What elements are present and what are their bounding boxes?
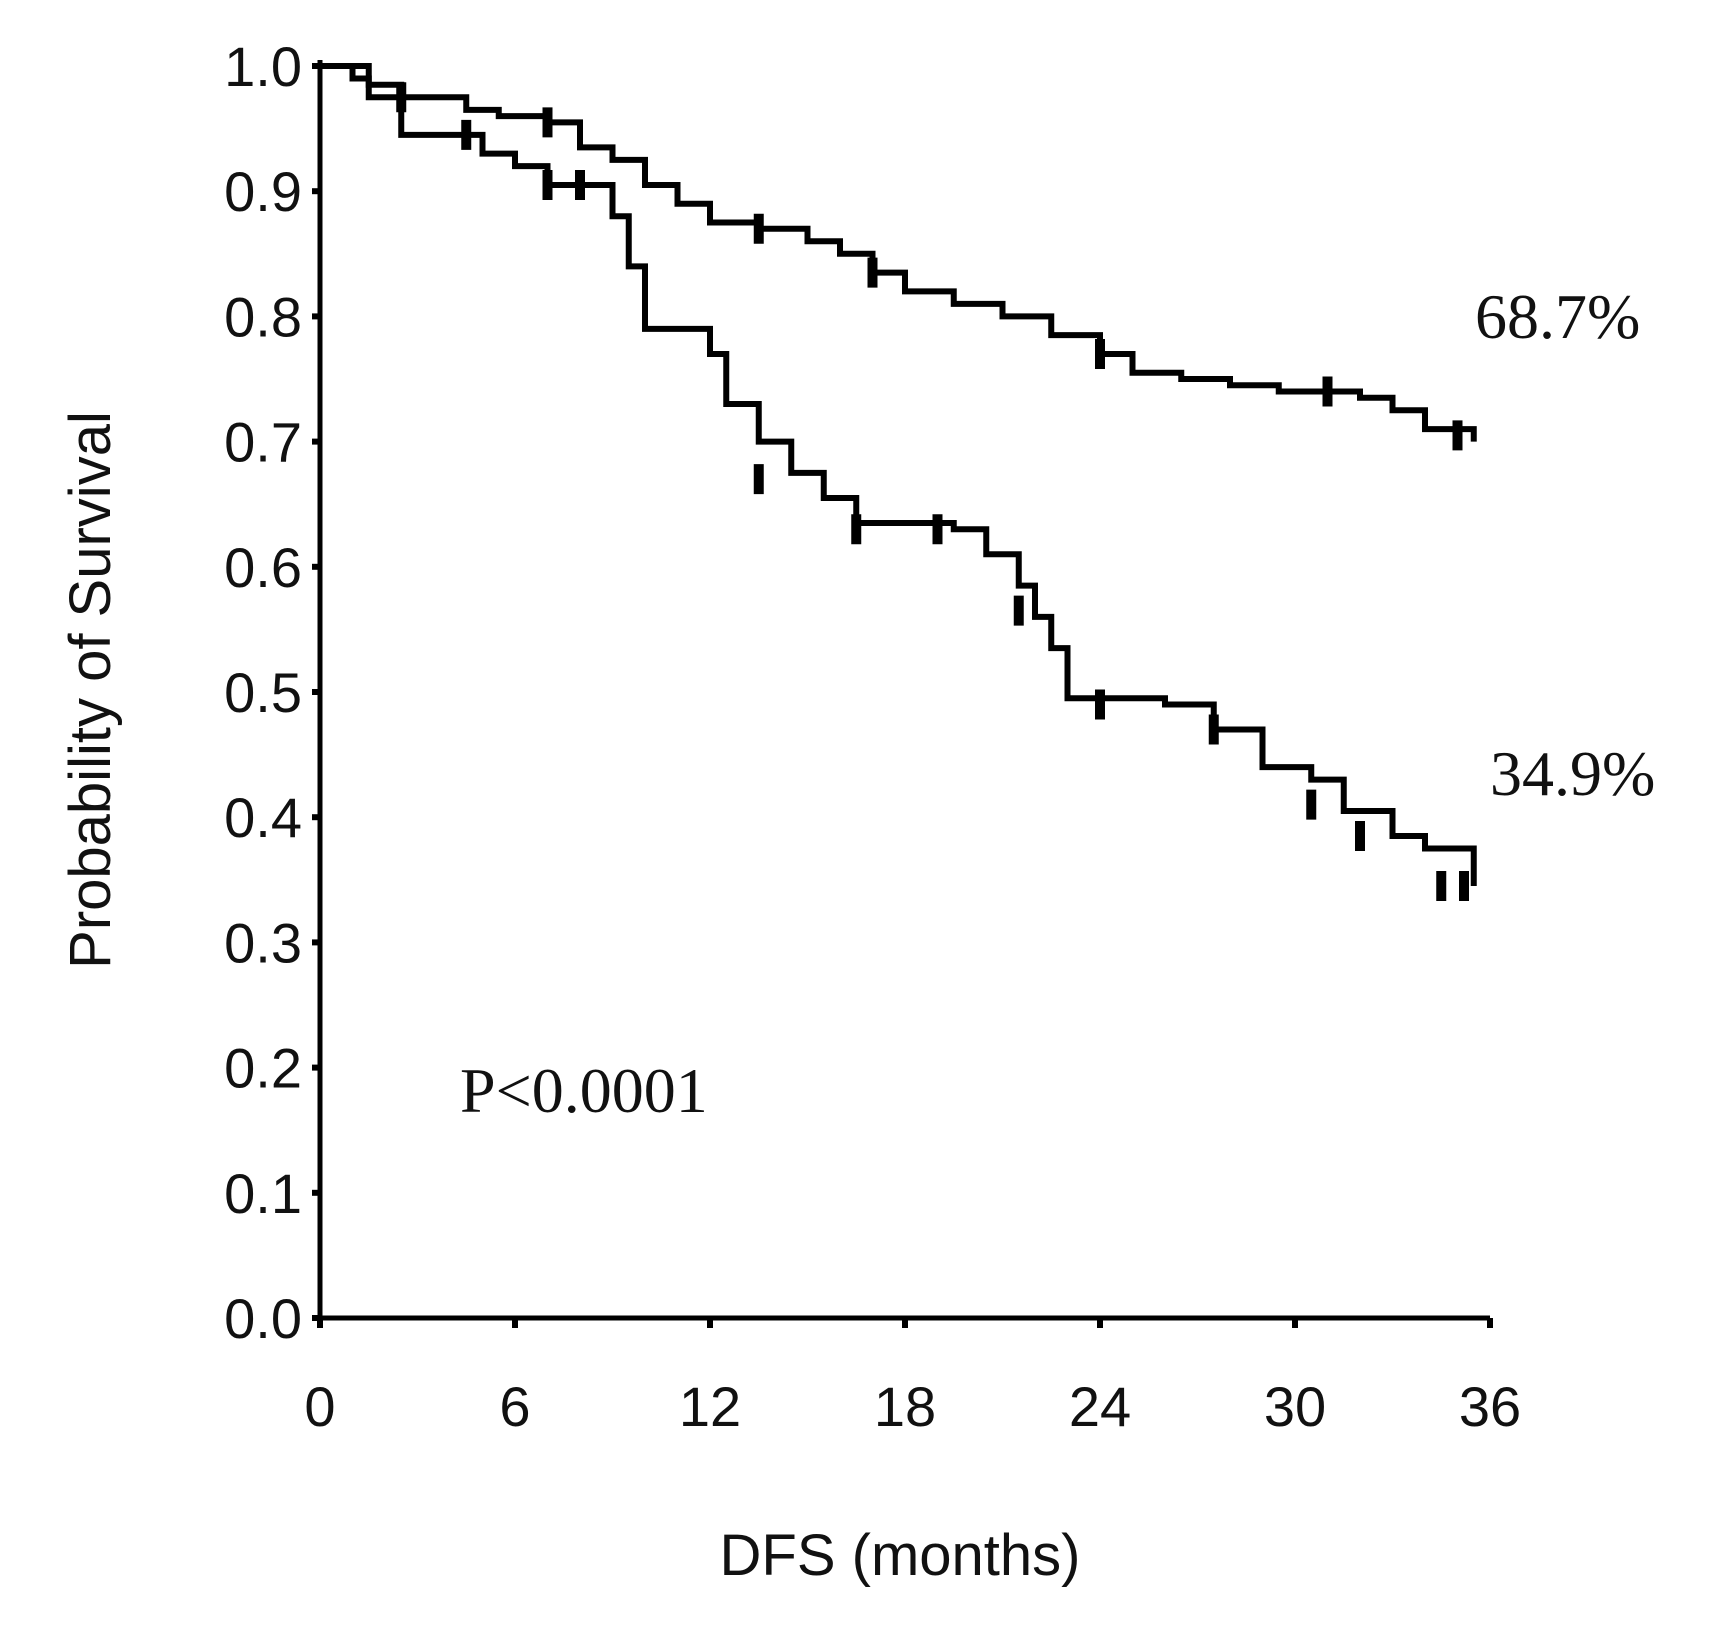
axes — [317, 60, 1490, 1321]
y-tick-label: 0.8 — [224, 285, 302, 348]
series-lower-line — [320, 63, 1477, 887]
y-tick-label: 1.0 — [224, 35, 302, 98]
x-tick-label: 0 — [304, 1375, 335, 1438]
x-tick-label: 36 — [1459, 1375, 1521, 1438]
x-tick-label: 30 — [1264, 1375, 1326, 1438]
x-tick-label: 18 — [874, 1375, 936, 1438]
x-tick-label: 24 — [1069, 1375, 1131, 1438]
censor-marks — [396, 82, 1469, 902]
y-tick-label: 0.4 — [224, 786, 302, 849]
y-tick-label: 0.0 — [224, 1287, 302, 1350]
series-upper-line — [320, 63, 1477, 442]
p-value-annotation: P<0.0001 — [460, 1055, 708, 1126]
y-tick-label: 0.2 — [224, 1037, 302, 1100]
upper-final-annotation: 68.7% — [1475, 281, 1640, 352]
lower-final-annotation: 34.9% — [1490, 738, 1655, 809]
series — [320, 63, 1477, 887]
x-tick-label: 12 — [679, 1375, 741, 1438]
y-tick-label: 0.7 — [224, 411, 302, 474]
y-tick-label: 0.3 — [224, 911, 302, 974]
y-axis-title: Probability of Survival — [58, 411, 123, 969]
ticks: 0.0 0.1 0.2 0.3 0.4 0.5 0.6 0.7 0.8 0.9 1.0 0 6 12 18 2… — [224, 35, 1521, 1438]
x-axis-title: DFS (months) — [720, 1523, 1081, 1588]
x-tick-label: 6 — [499, 1375, 530, 1438]
y-tick-label: 0.9 — [224, 160, 302, 223]
y-tick-label: 0.6 — [224, 536, 302, 599]
y-tick-label: 0.1 — [224, 1162, 302, 1225]
y-tick-label: 0.5 — [224, 661, 302, 724]
